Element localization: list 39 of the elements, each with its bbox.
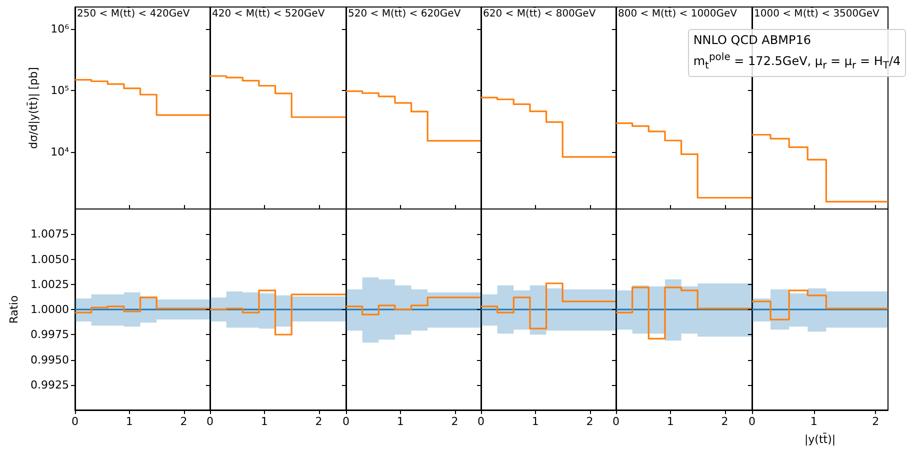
x-tick-label: 0 <box>612 415 620 428</box>
x-tick-label: 0 <box>478 415 484 428</box>
x-axis-title: |y(tt̄)| <box>804 432 836 446</box>
x-tick-label: 1 <box>126 415 133 428</box>
chart-title: 800 < M(tt̄) < 1000GeV <box>618 6 738 20</box>
chart-title: 520 < M(tt̄) < 620GeV <box>348 6 460 20</box>
x-tick-label: 2 <box>872 415 879 428</box>
chart-title: 1000 < M(tt̄) < 3500GeV <box>754 6 880 20</box>
x-tick-label: 2 <box>450 415 458 428</box>
y-tick-label: 1.0050 <box>30 252 69 266</box>
y-tick-label: 10⁵ <box>50 84 69 98</box>
y-tick-label: 0.9925 <box>30 378 69 392</box>
x-tick-label: 2 <box>722 415 729 428</box>
chart-title: 250 < M(tt̄) < 420GeV <box>77 6 190 20</box>
x-tick-label: 1 <box>667 415 674 428</box>
y-tick-label: 10⁶ <box>50 22 70 36</box>
y-axis-title: Ratio <box>8 295 21 324</box>
y-tick-label: 1.0000 <box>30 303 69 316</box>
x-tick-label: 2 <box>316 415 323 428</box>
x-tick-label: 1 <box>396 415 404 428</box>
x-tick-label: 0 <box>342 415 350 428</box>
x-tick-label: 1 <box>261 415 268 428</box>
text: m$_{t}$$^{pole}$ = 172.5GeV, μ$_{r}$ = μ$_{r}$ = H$_{T}$/4 <box>693 52 901 72</box>
y-tick-label: 10⁴ <box>50 146 70 159</box>
chart-title: 420 < M(tt̄) < 520GeV <box>212 6 326 20</box>
y-axis-title: dσ/d|y(tt̄)| [pb] <box>26 67 40 149</box>
y-tick-label: 0.9975 <box>30 328 69 342</box>
y-tick-label: 1.0075 <box>30 228 69 241</box>
x-tick-label: 2 <box>180 415 188 428</box>
y-tick-label: 1.0025 <box>30 278 69 291</box>
x-tick-label: 1 <box>810 415 817 428</box>
x-tick-label: 0 <box>72 415 78 428</box>
y-tick-label: 0.9950 <box>30 353 69 366</box>
chart-title: 620 < M(tt̄) < 800GeV <box>483 6 596 20</box>
x-tick-label: 0 <box>206 415 214 428</box>
x-tick-label: 2 <box>586 415 594 428</box>
annotation: NNLO QCD ABMP16 <box>693 32 812 49</box>
x-tick-label: 1 <box>532 415 539 428</box>
x-tick-label: 0 <box>748 415 756 428</box>
